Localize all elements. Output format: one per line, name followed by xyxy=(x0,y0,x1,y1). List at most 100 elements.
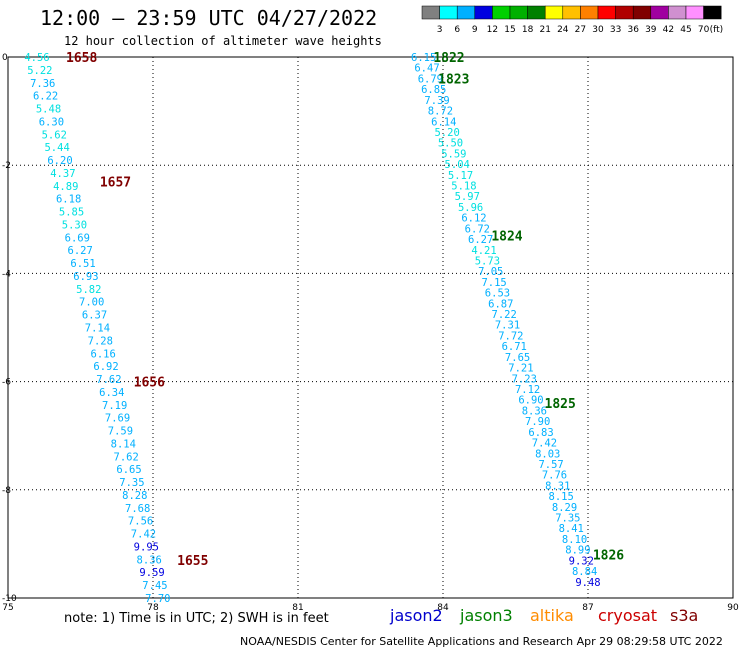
time-label: 1824 xyxy=(491,230,522,245)
colorbar-tick: 70 xyxy=(698,25,710,35)
swh-value: 6.16 xyxy=(91,348,116,360)
colorbar-unit: (ft) xyxy=(710,25,724,35)
swh-value: 7.35 xyxy=(555,513,580,525)
swh-value: 6.65 xyxy=(116,464,141,476)
time-label: 1658 xyxy=(66,51,97,66)
swh-value: 6.47 xyxy=(414,63,439,75)
colorbar-tick: 6 xyxy=(454,25,460,35)
swh-value: 7.22 xyxy=(492,309,517,321)
swh-value: 4.37 xyxy=(50,168,75,180)
swh-value: 6.90 xyxy=(518,395,543,407)
colorbar-tick: 21 xyxy=(539,25,550,35)
x-tick-label: 87 xyxy=(582,603,593,613)
swh-value: 7.23 xyxy=(512,373,537,385)
y-tick-label: -10 xyxy=(2,594,17,604)
swh-value: 6.22 xyxy=(33,91,58,103)
swh-value: 8.31 xyxy=(545,480,570,492)
note-text: note: 1) Time is in UTC; 2) SWH is in fe… xyxy=(64,611,329,626)
colorbar-tick: 18 xyxy=(522,25,534,35)
swh-value: 5.96 xyxy=(458,202,483,214)
colorbar-tick: 15 xyxy=(504,25,515,35)
swh-value: 6.71 xyxy=(502,341,527,353)
x-tick-label: 84 xyxy=(437,603,449,613)
swh-value: 5.50 xyxy=(438,138,463,150)
swh-value: 5.85 xyxy=(59,207,84,219)
swh-value: 6.53 xyxy=(485,288,510,300)
swh-value: 5.44 xyxy=(44,142,69,154)
colorbar-tick: 12 xyxy=(487,25,498,35)
swh-value: 9.48 xyxy=(575,577,600,589)
x-tick-label: 90 xyxy=(727,603,739,613)
swh-value: 7.62 xyxy=(114,451,139,463)
colorbar-tick: 36 xyxy=(627,25,639,35)
swh-value: 7.68 xyxy=(125,503,150,515)
swh-value: 7.42 xyxy=(131,529,156,541)
x-tick-label: 81 xyxy=(292,603,303,613)
swh-value: 5.22 xyxy=(27,65,52,77)
swh-value: 8.15 xyxy=(549,491,574,503)
swh-value: 7.28 xyxy=(88,335,113,347)
swh-value: 8.14 xyxy=(111,438,136,450)
swh-value: 5.73 xyxy=(475,255,500,267)
color-legend: 3 6 9 12 15 18 21 24 27 30 33 36 39 42 45 70 (ft) xyxy=(421,5,724,35)
swh-value: 6.18 xyxy=(56,194,81,206)
footer-credit: NOAA/NESDIS Center for Satellite Applica… xyxy=(240,635,723,648)
swh-value: 8.84 xyxy=(572,566,597,578)
colorbar-tick: 42 xyxy=(663,25,674,35)
swh-value: 6.93 xyxy=(73,271,98,283)
swh-value: 7.00 xyxy=(79,297,104,309)
colorbar-tick: 9 xyxy=(472,25,478,35)
swh-value: 6.83 xyxy=(528,427,553,439)
swh-value: 7.15 xyxy=(481,277,506,289)
swh-value: 6.79 xyxy=(418,73,443,85)
time-label: 1825 xyxy=(545,397,576,412)
page-subtitle: 12 hour collection of altimeter wave hei… xyxy=(64,34,382,48)
altimeter-map: 75 78 81 84 87 90 0 -2 -4 -6 -8 -10 4.565.227.366.22… xyxy=(2,51,739,613)
swh-value: 7.12 xyxy=(515,384,540,396)
swh-value: 6.69 xyxy=(65,232,90,244)
swh-value: 6.14 xyxy=(431,116,456,128)
swh-value: 7.05 xyxy=(478,266,503,278)
swh-value: 8.41 xyxy=(559,523,584,535)
swh-value: 7.19 xyxy=(102,400,127,412)
swh-value: 5.18 xyxy=(451,181,476,193)
swh-value: 7.36 xyxy=(30,78,55,90)
swh-value: 7.57 xyxy=(538,459,563,471)
swh-value: 7.35 xyxy=(119,477,144,489)
legend-cryosat: cryosat xyxy=(598,606,658,625)
swh-value: 6.87 xyxy=(488,298,513,310)
swh-value: 7.69 xyxy=(105,413,130,425)
colorbar-tick: 24 xyxy=(557,25,569,35)
swh-value: 6.34 xyxy=(99,387,124,399)
legend-jason2: jason2 xyxy=(390,606,443,625)
time-label: 1823 xyxy=(438,73,469,88)
legend-altika: altika xyxy=(530,606,574,625)
time-label: 1826 xyxy=(593,549,624,564)
swh-value: 6.85 xyxy=(421,84,446,96)
colorbar-tick: 39 xyxy=(645,25,657,35)
time-label: 1822 xyxy=(433,51,464,66)
x-tick-label: 75 xyxy=(2,603,13,613)
legend-s3a: s3a xyxy=(670,606,699,625)
swh-value: 8.72 xyxy=(428,106,453,118)
swh-value: 7.45 xyxy=(142,580,167,592)
colorbar-tick: 27 xyxy=(575,25,586,35)
swh-value: 6.72 xyxy=(465,223,490,235)
time-label: 1655 xyxy=(177,554,208,569)
swh-value: 6.37 xyxy=(82,310,107,322)
swh-value: 7.90 xyxy=(525,416,550,428)
swh-value: 8.03 xyxy=(535,448,560,460)
swh-value: 5.30 xyxy=(62,219,87,231)
swh-value: 7.42 xyxy=(532,438,557,450)
y-tick-label: -8 xyxy=(2,486,11,496)
swh-value: 6.27 xyxy=(68,245,93,257)
y-tick-label: -4 xyxy=(2,269,11,279)
swh-value: 8.10 xyxy=(562,534,587,546)
swh-value: 8.99 xyxy=(565,545,590,557)
swh-value: 5.17 xyxy=(448,170,473,182)
swh-value: 7.76 xyxy=(542,470,567,482)
swh-value: 4.56 xyxy=(24,52,49,64)
swh-value: 7.72 xyxy=(498,330,523,342)
swh-value: 6.27 xyxy=(468,234,493,246)
swh-value: 5.62 xyxy=(42,129,67,141)
